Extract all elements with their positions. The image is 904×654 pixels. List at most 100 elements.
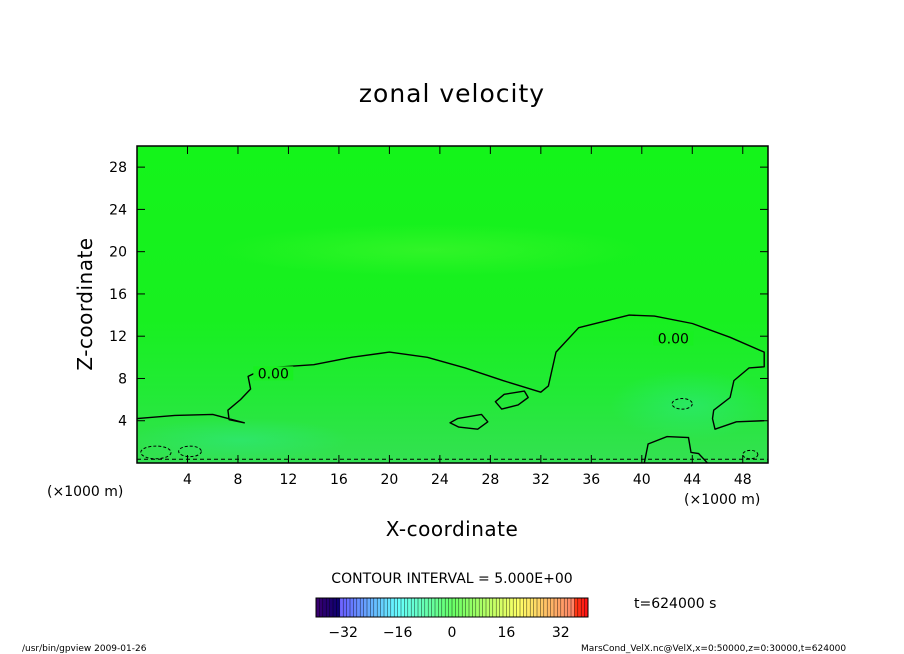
colorbar-band xyxy=(564,598,568,617)
colorbar-band xyxy=(339,598,344,617)
colorbar-band xyxy=(407,598,412,617)
x-tick-label: 40 xyxy=(633,472,651,488)
contour-interval-text: CONTOUR INTERVAL = 5.000E+00 xyxy=(331,571,572,587)
colorbar-band xyxy=(333,598,337,617)
colorbar-band xyxy=(360,598,364,617)
colorbar-band xyxy=(571,598,575,617)
colorbar-band xyxy=(496,598,500,617)
colorbar-band xyxy=(394,598,398,617)
colorbar-band xyxy=(492,598,497,617)
y-axis: 4 8 12 16 20 24 28 xyxy=(109,160,768,430)
colorbar-band xyxy=(472,598,477,617)
colorbar-band xyxy=(537,598,541,617)
colorbar-band xyxy=(530,598,534,617)
colorbar-band xyxy=(513,598,517,617)
colorbar-band xyxy=(343,598,347,617)
y-axis-title: Z-coordinate xyxy=(73,237,97,370)
colorbar-tick-label: 0 xyxy=(448,625,457,641)
colorbar-band xyxy=(567,598,572,617)
colorbar-band xyxy=(462,598,466,617)
x-axis: 4 8 12 16 20 24 28 32 36 40 44 48 xyxy=(183,146,752,488)
footer-left: /usr/bin/gpview 2009-01-26 xyxy=(22,644,147,654)
contour-label: 0.00 xyxy=(658,331,689,347)
colorbar-band xyxy=(373,598,378,617)
colorbar-band xyxy=(414,598,419,617)
colorbar-band xyxy=(448,598,453,617)
x-tick-label: 48 xyxy=(734,472,752,488)
colorbar-band xyxy=(353,598,358,617)
colorbar-band xyxy=(581,598,585,617)
colorbar-band xyxy=(401,598,405,617)
colorbar-band xyxy=(469,598,473,617)
y-tick-label: 20 xyxy=(109,245,127,261)
colorbar-ticks: −32 −16 0 16 32 xyxy=(328,625,569,641)
y-tick-label: 12 xyxy=(109,329,127,345)
x-unit-right: (×1000 m) xyxy=(684,492,760,508)
field-shading-lower-left xyxy=(137,418,350,462)
colorbar-band xyxy=(574,598,579,617)
colorbar-band xyxy=(516,598,521,617)
y-tick-label: 8 xyxy=(118,371,127,387)
colorbar-band xyxy=(428,598,432,617)
contour-lines: 0.00 0.00 xyxy=(137,314,768,463)
colorbar-band xyxy=(486,598,490,617)
colorbar-bands xyxy=(315,598,589,617)
colorbar-band xyxy=(465,598,470,617)
colorbar-band xyxy=(441,598,446,617)
negative-contour xyxy=(178,445,202,458)
x-tick-label: 36 xyxy=(582,472,600,488)
colorbar-band xyxy=(557,598,562,617)
negative-contour xyxy=(140,445,172,460)
y-tick-label: 24 xyxy=(109,202,127,218)
colorbar-band xyxy=(404,598,409,617)
colorbar-band xyxy=(503,598,507,617)
colorbar-band xyxy=(316,598,320,617)
x-unit-left: (×1000 m) xyxy=(47,484,123,500)
plot-area: 0.00 0.00 xyxy=(136,145,769,464)
negative-contour xyxy=(671,398,693,410)
colorbar-frame xyxy=(315,597,589,618)
x-axis-title: X-coordinate xyxy=(386,517,519,541)
colorbar-band xyxy=(418,598,422,617)
colorbar-band xyxy=(346,598,351,617)
x-tick-label: 24 xyxy=(431,472,449,488)
colorbar-band xyxy=(390,598,395,617)
y-tick-label: 16 xyxy=(109,287,127,303)
colorbar-band xyxy=(533,598,538,617)
colorbar-band xyxy=(377,598,381,617)
x-tick-label: 28 xyxy=(481,472,499,488)
colorbar-band xyxy=(560,598,565,617)
colorbar-band xyxy=(550,598,555,617)
colorbar-band xyxy=(363,598,368,617)
zero-contour-line xyxy=(137,314,765,430)
colorbar-band xyxy=(499,598,504,617)
colorbar-tick-label: 16 xyxy=(497,625,515,641)
colorbar-band xyxy=(475,598,480,617)
x-tick-label: 20 xyxy=(380,472,398,488)
colorbar-band xyxy=(584,598,589,617)
colorbar-band xyxy=(452,598,456,617)
x-tick-label: 32 xyxy=(532,472,550,488)
contour-label-bg xyxy=(253,366,294,381)
closed-contour xyxy=(494,390,529,410)
colorbar-band xyxy=(336,598,341,617)
footer-right: MarsCond_VelX.nc@VelX,x=0:50000,z=0:3000… xyxy=(581,644,846,654)
colorbar-band xyxy=(482,598,487,617)
colorbar-band xyxy=(435,598,439,617)
colorbar-tick-label: −32 xyxy=(328,625,358,641)
colorbar-band xyxy=(520,598,524,617)
colorbar-band xyxy=(431,598,436,617)
y-tick-label: 28 xyxy=(109,160,127,176)
colorbar-band xyxy=(424,598,429,617)
colorbar-band xyxy=(547,598,551,617)
plot-frame xyxy=(136,145,769,464)
positive-contour-surface xyxy=(643,435,708,463)
colorbar-band xyxy=(387,598,392,617)
colorbar-band xyxy=(397,598,402,617)
y-tick-label: 4 xyxy=(118,414,127,430)
closed-contour xyxy=(449,413,489,430)
colorbar-band xyxy=(523,598,528,617)
x-tick-label: 16 xyxy=(330,472,348,488)
colorbar-band xyxy=(479,598,483,617)
